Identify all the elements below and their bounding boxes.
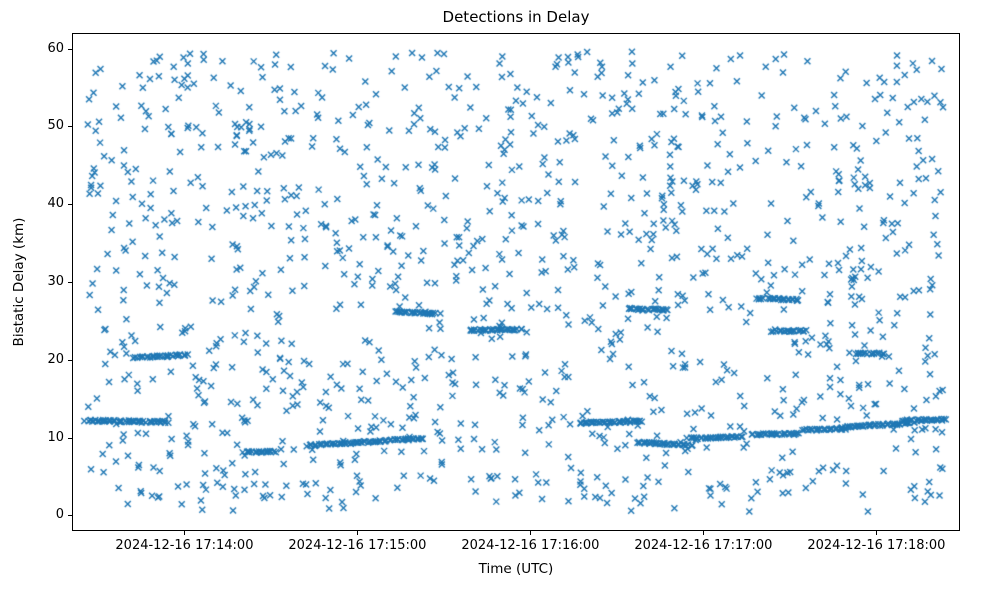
x-tick-mark	[184, 531, 186, 535]
x-tick-mark	[357, 531, 359, 535]
y-tick-label: 50	[47, 118, 64, 134]
scatter-canvas	[72, 33, 960, 531]
x-tick-label: 2024-12-16 17:18:00	[807, 538, 946, 553]
x-tick-label: 2024-12-16 17:16:00	[461, 538, 600, 553]
x-tick-mark	[703, 531, 705, 535]
y-tick-mark	[68, 48, 72, 50]
y-tick-mark	[68, 204, 72, 206]
y-tick-label: 60	[47, 40, 64, 56]
x-tick-label: 2024-12-16 17:14:00	[115, 538, 254, 553]
x-axis-label: Time (UTC)	[478, 561, 554, 577]
chart-title: Detections in Delay	[442, 8, 590, 26]
y-tick-label: 10	[47, 429, 64, 445]
y-tick-label: 0	[55, 507, 64, 523]
y-tick-mark	[68, 282, 72, 283]
y-tick-label: 20	[47, 351, 64, 367]
x-tick-label: 2024-12-16 17:17:00	[634, 538, 773, 553]
x-tick-label: 2024-12-16 17:15:00	[288, 538, 427, 553]
y-tick-mark	[68, 515, 72, 517]
x-tick-mark	[876, 531, 878, 535]
y-tick-label: 30	[47, 274, 64, 289]
x-tick-mark	[530, 531, 532, 535]
y-tick-mark	[68, 437, 72, 439]
y-tick-label: 40	[47, 196, 64, 212]
y-tick-mark	[68, 126, 72, 128]
y-tick-mark	[68, 359, 72, 361]
